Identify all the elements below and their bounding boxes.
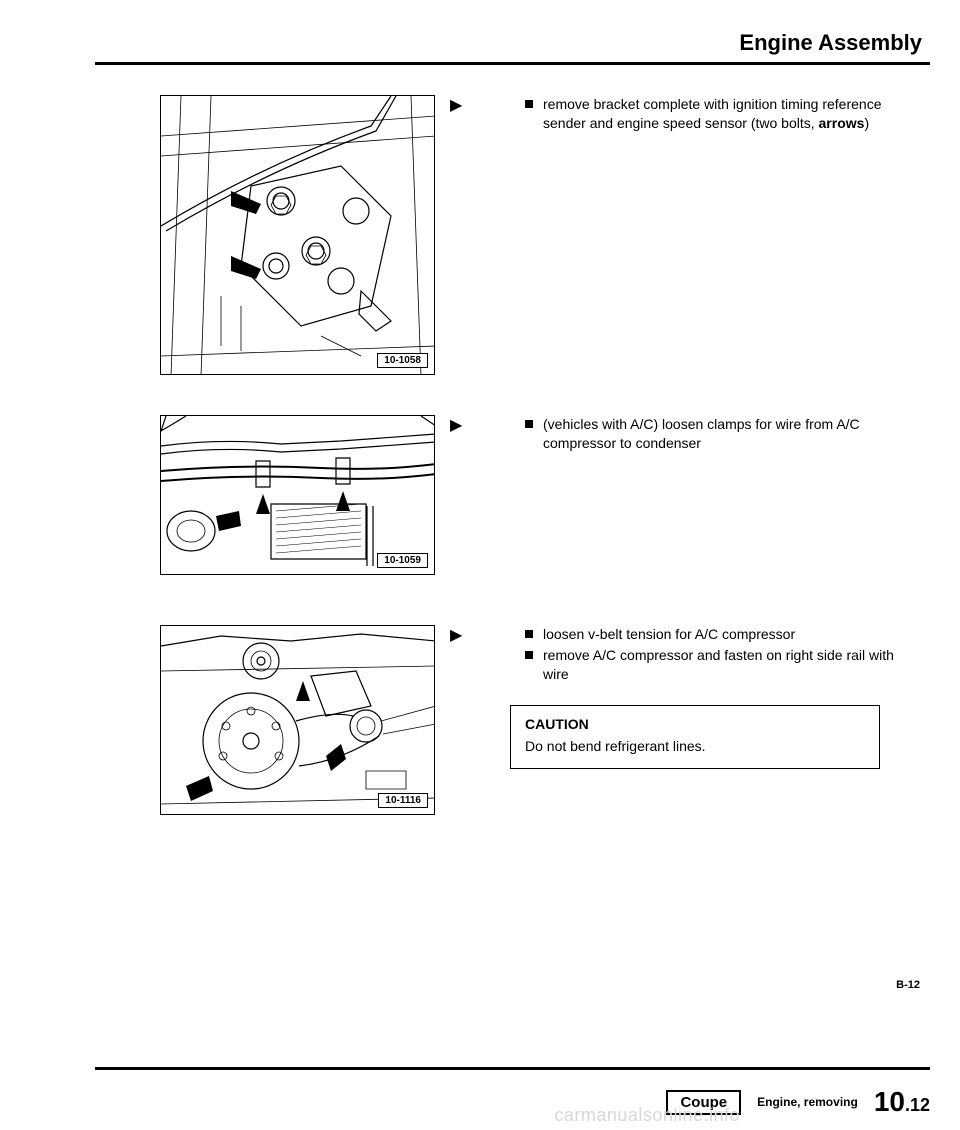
pointer-icon: ▶ bbox=[450, 625, 462, 645]
pointer-icon: ▶ bbox=[450, 415, 462, 435]
step-2-text: (vehicles with A/C) loosen clamps for wi… bbox=[525, 415, 895, 455]
bullet-square-icon bbox=[525, 630, 533, 638]
pointer-icon: ▶ bbox=[450, 95, 462, 115]
step-3-text: loosen v-belt tension for A/C compressor… bbox=[525, 625, 895, 686]
figure-1-svg bbox=[161, 96, 435, 375]
page-frame: Engine Assembly bbox=[95, 30, 930, 1100]
footer-rule bbox=[95, 1067, 930, 1070]
bullet-item: remove A/C compressor and fasten on righ… bbox=[525, 646, 895, 684]
page-title: Engine Assembly bbox=[95, 30, 930, 65]
text-bold: arrows bbox=[819, 115, 865, 131]
bullet-item: (vehicles with A/C) loosen clamps for wi… bbox=[525, 415, 895, 453]
watermark-text: carmanualsonline.info bbox=[554, 1105, 740, 1126]
bullet-text: remove bracket complete with ignition ti… bbox=[543, 95, 895, 133]
bullet-item: remove bracket complete with ignition ti… bbox=[525, 95, 895, 133]
figure-3-label: 10-1116 bbox=[378, 793, 428, 808]
page-footer: Coupe Engine, removing 10.12 bbox=[95, 1086, 930, 1118]
caution-text: Do not bend refrigerant lines. bbox=[525, 738, 865, 754]
caution-title: CAUTION bbox=[525, 716, 865, 732]
figure-3-svg bbox=[161, 626, 435, 815]
bullet-square-icon bbox=[525, 651, 533, 659]
small-page-number: B-12 bbox=[896, 979, 920, 991]
figure-2: 10-1059 bbox=[160, 415, 435, 575]
caution-box: CAUTION Do not bend refrigerant lines. bbox=[510, 705, 880, 769]
step-1-text: remove bracket complete with ignition ti… bbox=[525, 95, 895, 135]
bullet-item: loosen v-belt tension for A/C compressor bbox=[525, 625, 895, 644]
section-label: Engine, removing bbox=[757, 1095, 858, 1109]
bullet-text: loosen v-belt tension for A/C compressor bbox=[543, 625, 895, 644]
content-area: 10-1058 ▶ remove bracket complete with i… bbox=[95, 65, 930, 985]
figure-3: 10-1116 bbox=[160, 625, 435, 815]
text-fragment: ) bbox=[864, 115, 869, 131]
figure-2-svg bbox=[161, 416, 435, 575]
page-number-minor: .12 bbox=[905, 1095, 930, 1115]
bullet-text: remove A/C compressor and fasten on righ… bbox=[543, 646, 895, 684]
figure-2-label: 10-1059 bbox=[377, 553, 428, 568]
page-number: 10.12 bbox=[874, 1086, 930, 1118]
bullet-square-icon bbox=[525, 100, 533, 108]
page-number-major: 10 bbox=[874, 1086, 905, 1117]
figure-1: 10-1058 bbox=[160, 95, 435, 375]
figure-1-label: 10-1058 bbox=[377, 353, 428, 368]
bullet-text: (vehicles with A/C) loosen clamps for wi… bbox=[543, 415, 895, 453]
bullet-square-icon bbox=[525, 420, 533, 428]
